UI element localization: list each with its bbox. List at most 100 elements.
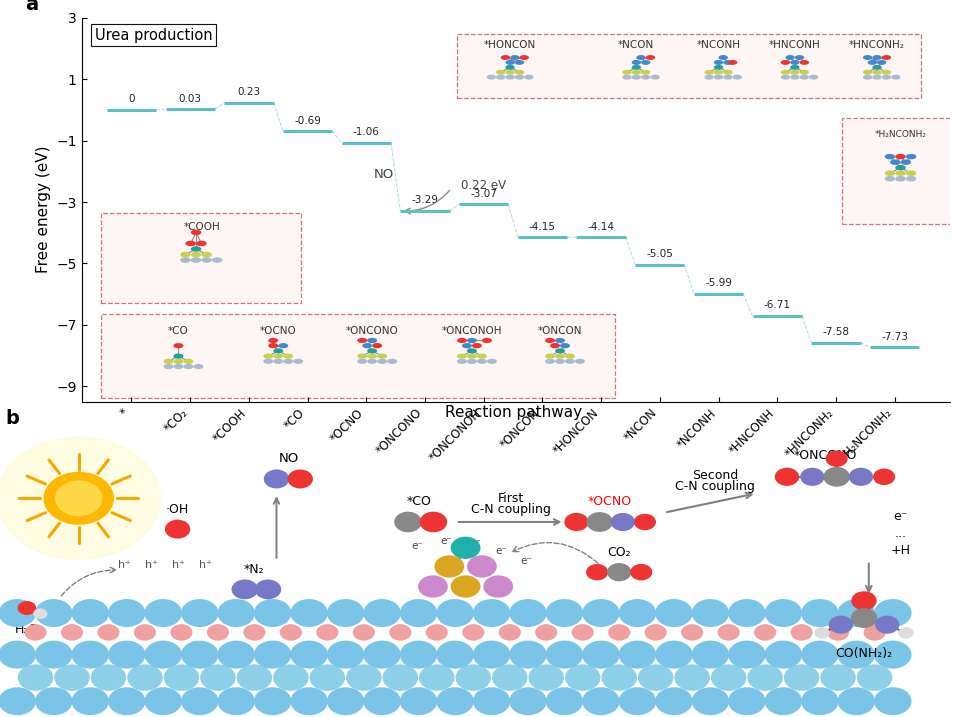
Text: -7.58: -7.58 bbox=[823, 327, 850, 337]
Circle shape bbox=[196, 241, 206, 246]
Text: Reaction pathway: Reaction pathway bbox=[445, 405, 582, 420]
Circle shape bbox=[802, 599, 839, 627]
Circle shape bbox=[717, 624, 739, 641]
Circle shape bbox=[472, 687, 511, 716]
Circle shape bbox=[288, 470, 313, 488]
Circle shape bbox=[705, 70, 714, 75]
Text: e⁻: e⁻ bbox=[479, 563, 491, 573]
Circle shape bbox=[783, 664, 819, 691]
Circle shape bbox=[487, 75, 496, 80]
Circle shape bbox=[801, 467, 825, 486]
Circle shape bbox=[382, 664, 419, 691]
Circle shape bbox=[263, 358, 274, 364]
Circle shape bbox=[641, 70, 651, 75]
Circle shape bbox=[775, 467, 799, 486]
Circle shape bbox=[863, 75, 873, 80]
Circle shape bbox=[505, 70, 515, 75]
Circle shape bbox=[419, 575, 447, 598]
Circle shape bbox=[496, 70, 505, 75]
Circle shape bbox=[510, 687, 547, 716]
Circle shape bbox=[601, 664, 637, 691]
Text: H₂O: H₂O bbox=[14, 623, 39, 637]
Circle shape bbox=[560, 343, 570, 348]
Circle shape bbox=[90, 664, 126, 691]
Circle shape bbox=[97, 624, 119, 641]
Circle shape bbox=[515, 75, 524, 80]
Circle shape bbox=[674, 664, 710, 691]
Text: -1.06: -1.06 bbox=[353, 127, 380, 137]
Circle shape bbox=[501, 55, 510, 60]
Text: -4.15: -4.15 bbox=[529, 222, 556, 232]
Circle shape bbox=[838, 687, 876, 716]
Circle shape bbox=[400, 599, 438, 627]
Circle shape bbox=[565, 353, 575, 358]
Circle shape bbox=[619, 641, 657, 668]
Circle shape bbox=[636, 55, 646, 60]
Text: *N₂: *N₂ bbox=[244, 563, 265, 576]
Circle shape bbox=[477, 353, 487, 358]
Circle shape bbox=[326, 599, 365, 627]
Text: e⁻: e⁻ bbox=[894, 510, 907, 523]
Circle shape bbox=[906, 171, 917, 176]
Circle shape bbox=[377, 358, 387, 364]
Circle shape bbox=[765, 599, 803, 627]
Text: -3.29: -3.29 bbox=[412, 196, 439, 206]
Circle shape bbox=[108, 687, 146, 716]
Text: *ONCONO: *ONCONO bbox=[794, 449, 857, 462]
Circle shape bbox=[646, 55, 655, 60]
Circle shape bbox=[170, 624, 192, 641]
Text: Urea production: Urea production bbox=[95, 27, 212, 42]
Circle shape bbox=[207, 624, 229, 641]
Text: e⁻: e⁻ bbox=[495, 546, 507, 556]
Circle shape bbox=[824, 467, 850, 487]
Circle shape bbox=[691, 687, 730, 716]
Circle shape bbox=[420, 512, 447, 532]
Circle shape bbox=[0, 641, 36, 668]
Circle shape bbox=[790, 624, 812, 641]
Circle shape bbox=[273, 664, 309, 691]
Circle shape bbox=[467, 353, 477, 358]
Circle shape bbox=[632, 60, 641, 65]
Circle shape bbox=[377, 353, 387, 358]
Circle shape bbox=[326, 687, 365, 716]
Circle shape bbox=[280, 624, 302, 641]
Text: *HONCON: *HONCON bbox=[484, 40, 537, 50]
Circle shape bbox=[145, 599, 182, 627]
Text: e⁻: e⁻ bbox=[450, 556, 462, 566]
Circle shape bbox=[364, 687, 401, 716]
Text: h⁺: h⁺ bbox=[118, 560, 132, 570]
Circle shape bbox=[545, 353, 555, 358]
Circle shape bbox=[873, 75, 881, 80]
Circle shape bbox=[487, 358, 497, 364]
Circle shape bbox=[165, 520, 190, 538]
Circle shape bbox=[395, 512, 421, 532]
Text: CO(NH₂)₂: CO(NH₂)₂ bbox=[835, 647, 893, 660]
Circle shape bbox=[609, 624, 630, 641]
Circle shape bbox=[510, 599, 547, 627]
Circle shape bbox=[828, 616, 853, 634]
Circle shape bbox=[357, 358, 367, 364]
Circle shape bbox=[868, 60, 877, 65]
Text: *HNCONH₂: *HNCONH₂ bbox=[849, 40, 905, 50]
Text: *OCNO: *OCNO bbox=[260, 326, 297, 336]
Text: 0: 0 bbox=[129, 95, 134, 105]
Circle shape bbox=[785, 55, 795, 60]
Text: *CO: *CO bbox=[168, 326, 189, 336]
Circle shape bbox=[283, 358, 293, 364]
Circle shape bbox=[163, 664, 200, 691]
Circle shape bbox=[357, 338, 367, 343]
Circle shape bbox=[728, 60, 737, 65]
Circle shape bbox=[802, 641, 839, 668]
Text: 0.03: 0.03 bbox=[179, 93, 202, 103]
Circle shape bbox=[519, 55, 529, 60]
Text: h⁺: h⁺ bbox=[145, 560, 158, 570]
Circle shape bbox=[890, 159, 900, 165]
Circle shape bbox=[655, 687, 693, 716]
Circle shape bbox=[353, 624, 375, 641]
Circle shape bbox=[244, 624, 266, 641]
Circle shape bbox=[174, 353, 183, 358]
Circle shape bbox=[705, 75, 714, 80]
Circle shape bbox=[723, 75, 732, 80]
Circle shape bbox=[17, 664, 53, 691]
Circle shape bbox=[237, 664, 273, 691]
